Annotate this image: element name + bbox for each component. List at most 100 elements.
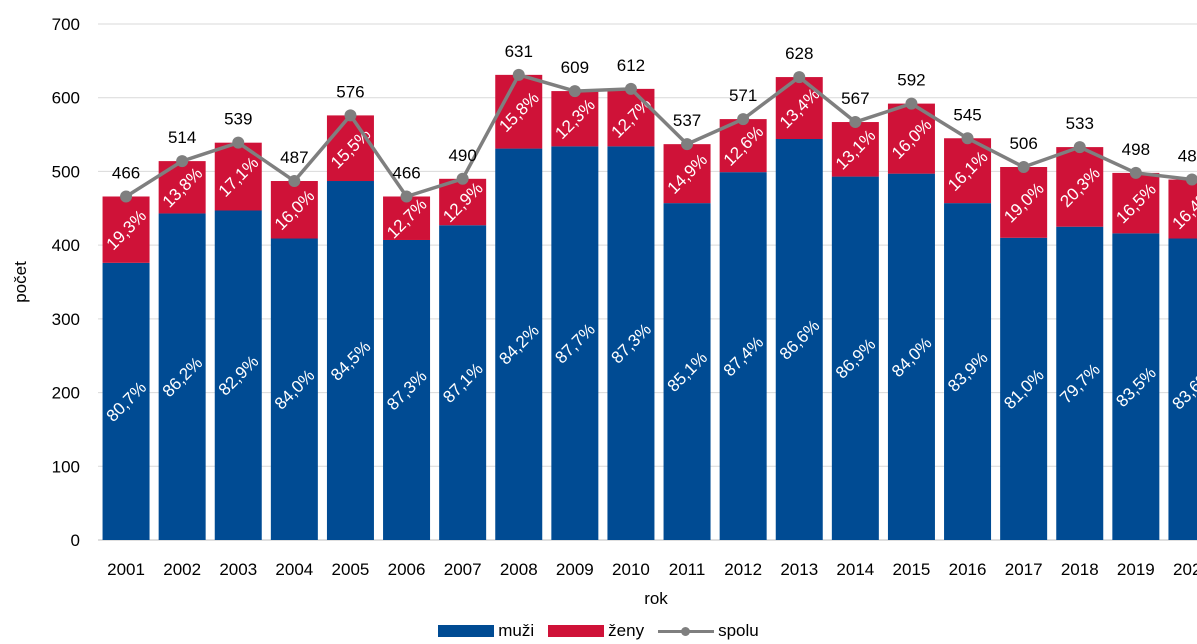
legend-swatch-zeny <box>548 625 605 637</box>
line-point-spolu <box>905 97 918 110</box>
data-label-spolu: 631 <box>505 42 533 61</box>
data-label-spolu: 592 <box>897 71 925 90</box>
data-label-spolu: 545 <box>953 105 981 124</box>
line-point-spolu <box>176 155 189 168</box>
data-label-spolu: 609 <box>561 58 589 77</box>
x-tick-label: 2010 <box>612 560 650 579</box>
y-tick-label: 200 <box>52 384 80 403</box>
bar-zeny <box>663 144 711 204</box>
x-tick-label: 2002 <box>163 560 201 579</box>
bar-muzi <box>383 239 431 541</box>
y-tick-label: 500 <box>52 162 80 181</box>
bar-muzi <box>270 238 318 540</box>
data-label-spolu: 533 <box>1066 114 1094 133</box>
x-tick-label: 2004 <box>275 560 313 579</box>
line-spolu <box>125 72 1193 199</box>
legend-item-zeny: ženy <box>548 621 644 641</box>
line-point-spolu <box>456 172 469 185</box>
data-label-spolu: 576 <box>336 82 364 101</box>
bar-muzi <box>102 262 150 540</box>
x-tick-label: 2011 <box>669 560 706 579</box>
bar-zeny <box>551 91 599 147</box>
bar-zeny <box>270 181 318 239</box>
data-label-spolu: 506 <box>1009 134 1037 153</box>
y-tick-label: 100 <box>52 457 80 476</box>
y-axis-label: počet <box>11 261 30 303</box>
bar-zeny <box>944 138 992 204</box>
line-point-spolu <box>512 68 525 81</box>
data-label-spolu: 489 <box>1178 147 1197 166</box>
line-point-spolu <box>232 136 245 149</box>
line-point-spolu <box>793 71 806 84</box>
bar-muzi <box>439 225 487 541</box>
bar-zeny <box>831 122 879 177</box>
data-label-spolu: 567 <box>841 89 869 108</box>
legend: muži ženy spolu <box>0 620 1197 642</box>
legend-label-zeny: ženy <box>608 621 645 640</box>
x-tick-label: 2007 <box>444 560 482 579</box>
y-tick-label: 0 <box>71 531 80 550</box>
legend-swatch-muzi <box>438 625 495 637</box>
x-tick-label: 2006 <box>388 560 426 579</box>
bar-zeny <box>1168 179 1197 239</box>
legend-label-spolu: spolu <box>718 621 759 640</box>
x-tick-label: 2005 <box>332 560 370 579</box>
bar-muzi <box>214 210 262 541</box>
x-tick-label: 2015 <box>893 560 931 579</box>
line-point-spolu <box>344 109 357 122</box>
x-tick-label: 2009 <box>556 560 594 579</box>
y-tick-label: 300 <box>52 310 80 329</box>
line-point-spolu <box>849 116 862 129</box>
bar-zeny <box>1112 172 1160 234</box>
line-point-spolu <box>737 113 750 126</box>
bar-zeny <box>102 196 150 263</box>
bar-muzi <box>551 146 599 540</box>
legend-item-muzi: muži <box>438 621 534 641</box>
bar-zeny <box>495 74 543 149</box>
line-point-spolu <box>568 85 581 98</box>
bar-muzi <box>326 181 374 541</box>
bar-muzi <box>944 203 992 540</box>
data-label-spolu: 466 <box>392 163 420 182</box>
line-point-spolu <box>681 138 694 151</box>
x-tick-label: 2020 <box>1173 560 1197 579</box>
line-point-spolu <box>120 190 133 203</box>
data-label-spolu: 539 <box>224 110 252 129</box>
bar-muzi <box>663 203 711 540</box>
bar-muzi <box>1056 226 1104 540</box>
legend-label-muzi: muži <box>498 621 535 640</box>
legend-swatch-spolu <box>658 625 715 637</box>
y-tick-label: 400 <box>52 236 80 255</box>
data-label-spolu: 612 <box>617 56 645 75</box>
x-tick-label: 2008 <box>500 560 538 579</box>
bar-muzi <box>1168 238 1197 540</box>
x-tick-label: 2003 <box>219 560 257 579</box>
x-tick-label: 2001 <box>107 560 145 579</box>
x-tick-label: 2014 <box>836 560 874 579</box>
total-line: 466 514 539 487 576 466 490 631 609 612 537 571 628 5… <box>112 42 1197 203</box>
line-point-spolu <box>288 175 301 188</box>
bar-muzi <box>1112 233 1160 540</box>
data-label-spolu: 490 <box>448 146 476 165</box>
data-label-spolu: 487 <box>280 148 308 167</box>
x-tick-label: 2019 <box>1117 560 1155 579</box>
x-tick-label: 2016 <box>949 560 987 579</box>
line-point-spolu <box>1073 141 1086 154</box>
bar-muzi <box>775 138 823 540</box>
legend-item-spolu: spolu <box>658 621 759 641</box>
bar-muzi <box>831 176 879 541</box>
data-label-spolu: 537 <box>673 111 701 130</box>
line-point-spolu <box>1017 161 1030 174</box>
line-point-spolu <box>1185 173 1197 186</box>
data-label-spolu: 628 <box>785 44 813 63</box>
bar-zeny <box>607 88 655 147</box>
bars <box>102 74 1197 541</box>
x-tick-label: 2012 <box>724 560 762 579</box>
bar-muzi <box>1000 237 1048 540</box>
data-label-spolu: 571 <box>729 86 757 105</box>
y-tick-label: 700 <box>52 15 80 34</box>
bar-zeny <box>1056 147 1104 227</box>
y-axis-ticks: 0 100 200 300 400 500 600 700 <box>52 15 80 550</box>
bar-zeny <box>439 178 487 226</box>
x-tick-label: 2017 <box>1005 560 1043 579</box>
